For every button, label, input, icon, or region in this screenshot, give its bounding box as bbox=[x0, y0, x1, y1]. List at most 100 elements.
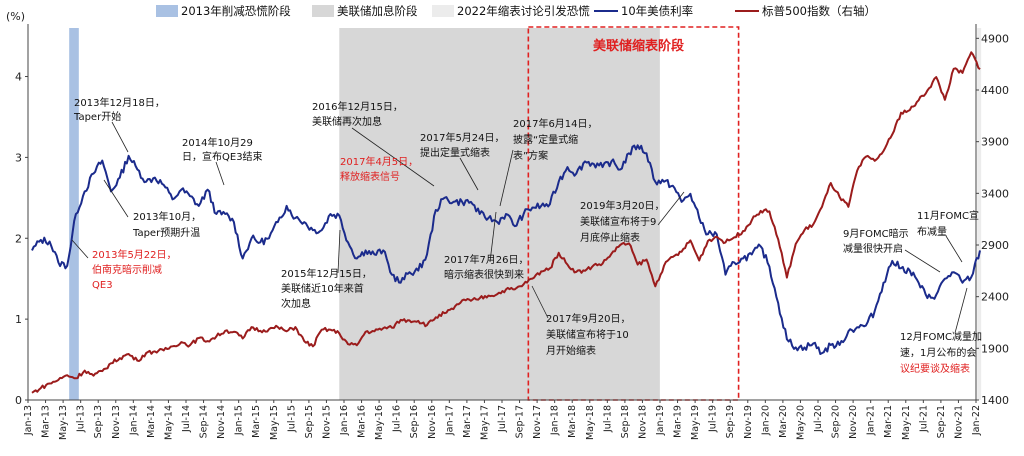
x-tick-label: Jan-13 bbox=[23, 405, 34, 436]
x-tick-label: Sep-20 bbox=[831, 405, 842, 438]
left-tick-label: 0 bbox=[15, 394, 22, 407]
x-tick-label: Nov-14 bbox=[216, 405, 227, 439]
x-tick-label: Nov-18 bbox=[637, 405, 648, 439]
x-tick-label: Jul-17 bbox=[497, 405, 508, 433]
legend-swatch bbox=[156, 5, 178, 17]
annotation-pointer bbox=[103, 179, 129, 218]
anno-line: 2017年6月14日， bbox=[513, 117, 598, 130]
x-tick-label: Jan-14 bbox=[128, 405, 139, 436]
left-tick-label: 2 bbox=[15, 232, 22, 245]
anno-line: 2013年10月， bbox=[133, 210, 201, 223]
left-tick-label: 1 bbox=[15, 313, 22, 326]
x-tick-label: May-19 bbox=[690, 405, 701, 440]
annotation-pointer bbox=[489, 211, 497, 263]
annotation-pointer bbox=[459, 157, 479, 191]
anno-line: 2016年12月15日， bbox=[312, 100, 403, 113]
x-tick-label: May-17 bbox=[479, 405, 490, 440]
anno-line: 2017年7月26日， bbox=[444, 253, 529, 266]
right-tick-label: 4900 bbox=[981, 32, 1009, 45]
x-tick-label: Jan-16 bbox=[339, 405, 350, 436]
annotation-pointer bbox=[351, 127, 435, 187]
x-tick-label: Sep-17 bbox=[515, 405, 526, 438]
legend-label: 10年美债利率 bbox=[621, 4, 693, 18]
right-tick-label: 2900 bbox=[981, 239, 1009, 252]
series-line-spx bbox=[31, 51, 981, 394]
x-tick-label: Sep-14 bbox=[199, 405, 210, 438]
anno-line: 美联储宣布将于9 bbox=[580, 215, 656, 228]
anno-line: 伯南克暗示削减 bbox=[92, 263, 162, 276]
anno-line: 12月FOMC减量加 bbox=[900, 331, 982, 343]
anno-line: 2017年5月24日， bbox=[420, 131, 505, 144]
x-tick-label: May-15 bbox=[269, 405, 280, 440]
legend-swatch bbox=[312, 5, 334, 17]
anno-line: 2015年12月15日， bbox=[281, 267, 372, 280]
anno-line: 2013年5月22日， bbox=[92, 248, 177, 261]
annotation-pointer bbox=[954, 287, 968, 334]
x-tick-label: Mar-20 bbox=[778, 405, 789, 438]
anno-line: 日，宣布QE3结束 bbox=[182, 150, 263, 163]
annotation-pointer bbox=[71, 239, 89, 259]
x-tick-label: Nov-13 bbox=[111, 405, 122, 439]
anno-line: 减量很快开启 bbox=[843, 242, 903, 255]
legend-label: 2013年削减恐慌阶段 bbox=[181, 4, 291, 18]
x-tick-label: Mar-13 bbox=[41, 405, 52, 438]
x-tick-label: Jan-21 bbox=[866, 405, 877, 436]
anno-line: 美联储宣布将于10 bbox=[546, 328, 629, 341]
x-tick-label: Jul-14 bbox=[181, 405, 192, 433]
annotation-pointer bbox=[945, 235, 963, 263]
x-tick-label: Jul-19 bbox=[708, 405, 719, 433]
anno-line: 2014年10月29 bbox=[182, 136, 253, 149]
x-tick-label: Jan-18 bbox=[550, 405, 561, 436]
x-tick-label: May-16 bbox=[374, 405, 385, 440]
x-tick-label: Mar-21 bbox=[883, 405, 894, 438]
x-tick-label: Nov-17 bbox=[532, 405, 543, 439]
left-tick-label: 3 bbox=[15, 151, 22, 164]
series-line-us10y bbox=[31, 144, 981, 355]
x-tick-label: Jul-16 bbox=[392, 405, 403, 433]
anno-line: 议纪要谈及缩表 bbox=[900, 362, 970, 375]
x-tick-label: Sep-19 bbox=[725, 405, 736, 438]
x-tick-label: Mar-16 bbox=[357, 405, 368, 438]
anno-line: 次加息 bbox=[281, 297, 311, 310]
anno-line: 美联储再次加息 bbox=[312, 115, 382, 128]
anno-line: 2017年9月20日， bbox=[546, 312, 631, 325]
band-hike bbox=[339, 28, 660, 400]
anno-line: 美联储近10年来首 bbox=[281, 282, 364, 295]
x-tick-label: May-18 bbox=[585, 405, 596, 440]
x-tick-label: Jan-19 bbox=[655, 405, 666, 436]
x-tick-label: Jan-20 bbox=[760, 405, 771, 436]
x-tick-label: Mar-17 bbox=[462, 405, 473, 438]
annotation-pointer bbox=[337, 229, 341, 274]
x-tick-label: Jul-18 bbox=[602, 405, 613, 433]
anno-line: 月底停止缩表 bbox=[580, 231, 640, 244]
anno-line: 11月FOMC宣 bbox=[917, 209, 979, 222]
anno-line: 提出定量式缩表 bbox=[420, 146, 490, 159]
x-tick-label: Jul-21 bbox=[918, 405, 929, 433]
anno-line: 2013年12月18日， bbox=[74, 96, 165, 109]
x-tick-label: Sep-21 bbox=[936, 405, 947, 438]
legend-swatch bbox=[432, 5, 454, 17]
annotation-arrows bbox=[71, 121, 968, 334]
x-tick-label: Jan-15 bbox=[234, 405, 245, 436]
x-tick-label: Mar-18 bbox=[567, 405, 578, 438]
anno-line: 释放缩表信号 bbox=[340, 170, 400, 183]
right-tick-label: 1400 bbox=[981, 394, 1009, 407]
x-tick-label: Sep-13 bbox=[93, 405, 104, 438]
x-tick-label: Sep-16 bbox=[409, 405, 420, 438]
x-tick-label: Sep-18 bbox=[620, 405, 631, 438]
legend-label: 美联储加息阶段 bbox=[337, 4, 418, 18]
annotation-pointer bbox=[531, 285, 549, 319]
x-tick-label: Mar-14 bbox=[146, 405, 157, 438]
anno-line: 暗示缩表很快到来 bbox=[444, 268, 524, 281]
anno-line: 披露“定量式缩 bbox=[513, 133, 578, 146]
annotation-pointer bbox=[111, 121, 129, 153]
band-panic2022 bbox=[977, 28, 982, 400]
anno-line: QE3 bbox=[92, 280, 113, 291]
legend-label: 2022年缩表讨论引发恐慌 bbox=[457, 4, 590, 18]
x-tick-label: Nov-16 bbox=[427, 405, 438, 439]
x-tick-label: Nov-15 bbox=[321, 405, 332, 439]
axes: 0 1 2 3 4 1400 1900 2400 2900 3400 3900 4400 4900 Jan… bbox=[15, 24, 1009, 440]
annotation-pointer bbox=[215, 161, 225, 186]
right-tick-label: 3900 bbox=[981, 136, 1009, 149]
